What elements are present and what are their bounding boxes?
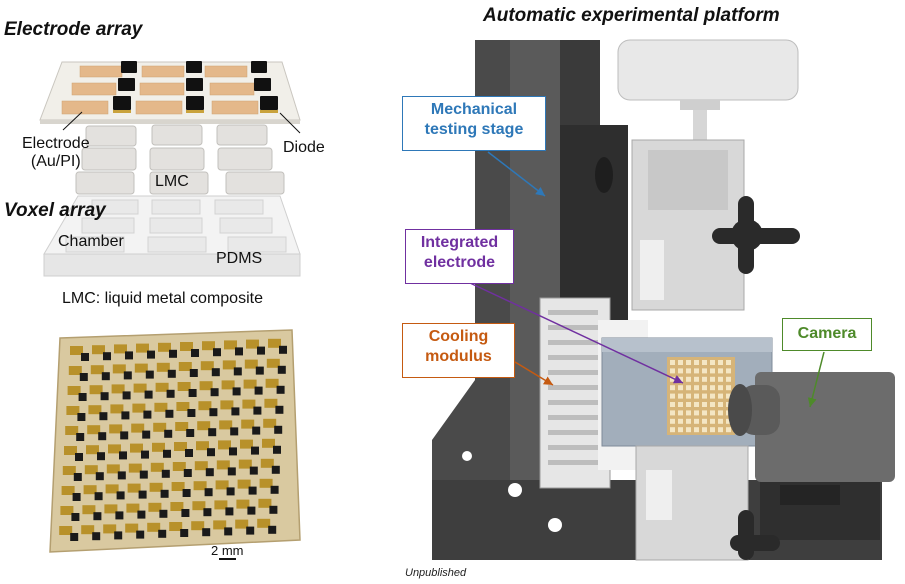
mechanical-line2: testing stage xyxy=(424,121,524,138)
cooling-modulus-callout: Cooling modulus xyxy=(402,323,515,378)
chamber-label: Chamber xyxy=(58,233,124,250)
integrated-arrow xyxy=(469,282,684,384)
grip-knob-lower xyxy=(730,510,780,560)
pdms-voxel-block xyxy=(43,195,301,277)
electrode-label-line1: Electrode xyxy=(22,135,90,152)
camera-callout: Camera xyxy=(782,318,872,351)
lmc-pieces xyxy=(75,124,285,195)
electrode-label: Electrode (Au/PI) xyxy=(22,135,90,171)
unpublished-footnote: Unpublished xyxy=(405,567,467,579)
electrode-array-title: Electrode array xyxy=(4,19,143,40)
lmc-legend-note: LMC: liquid metal composite xyxy=(62,290,263,307)
electrode-array-sheet xyxy=(39,61,301,124)
diode-label: Diode xyxy=(283,139,325,156)
lmc-label: LMC xyxy=(155,173,189,190)
mechanical-line1: Mechanical xyxy=(430,101,518,118)
cooling-line1: Cooling xyxy=(428,328,489,345)
cooling-line2: modulus xyxy=(425,348,492,365)
voxel-array-title: Voxel array xyxy=(4,200,106,221)
diode-chips xyxy=(113,61,278,110)
scale-bar-label: 2 mm xyxy=(211,543,244,558)
mechanical-testing-stage-callout: Mechanical testing stage xyxy=(402,96,546,151)
electrode-label-line2: (Au/PI) xyxy=(30,153,81,170)
integrated-electrode-callout: Integrated electrode xyxy=(405,229,514,284)
mechanical-arrow xyxy=(487,151,546,197)
integrated-line1: Integrated xyxy=(420,234,499,251)
cooling-fins xyxy=(548,310,598,465)
device-photo xyxy=(49,329,301,553)
pdms-label: PDMS xyxy=(216,250,263,267)
camera-arrow xyxy=(807,351,825,408)
cooling-arrow xyxy=(514,361,554,386)
integrated-line2: electrode xyxy=(423,254,496,271)
platform-title: Automatic experimental platform xyxy=(483,5,780,26)
grip-knob-upper xyxy=(712,196,800,274)
